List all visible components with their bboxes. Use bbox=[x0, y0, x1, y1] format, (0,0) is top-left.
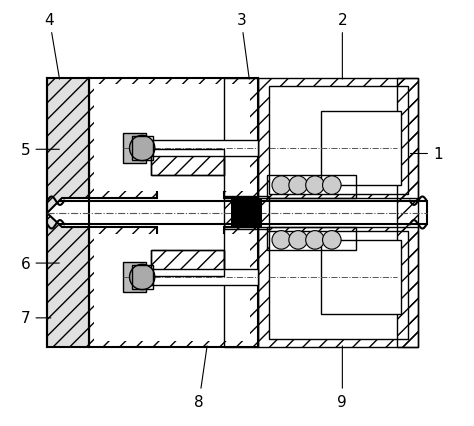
Bar bbox=[258, 228, 418, 348]
Bar bbox=[136, 140, 258, 157]
Bar bbox=[269, 231, 408, 339]
Text: 2: 2 bbox=[337, 13, 347, 80]
Bar bbox=[132, 265, 153, 289]
Bar bbox=[321, 112, 401, 186]
Circle shape bbox=[322, 176, 341, 195]
Circle shape bbox=[289, 231, 307, 250]
Text: 4: 4 bbox=[45, 13, 60, 80]
Bar bbox=[321, 240, 401, 314]
Bar bbox=[269, 87, 408, 194]
Polygon shape bbox=[47, 213, 90, 348]
Bar bbox=[224, 196, 269, 230]
Text: 6: 6 bbox=[21, 256, 59, 271]
Circle shape bbox=[129, 265, 155, 290]
Bar bbox=[269, 87, 408, 194]
Text: 9: 9 bbox=[337, 346, 347, 409]
Bar bbox=[397, 78, 418, 348]
Bar bbox=[94, 234, 250, 341]
Circle shape bbox=[289, 176, 307, 195]
Circle shape bbox=[129, 136, 155, 161]
Bar bbox=[269, 231, 408, 339]
Bar bbox=[258, 78, 418, 198]
Bar bbox=[94, 85, 250, 192]
Bar bbox=[132, 137, 153, 161]
Bar bbox=[151, 150, 224, 175]
Bar bbox=[267, 228, 356, 251]
Text: 8: 8 bbox=[194, 346, 207, 409]
Polygon shape bbox=[47, 78, 90, 213]
Bar bbox=[151, 251, 224, 276]
Bar bbox=[123, 262, 146, 292]
Circle shape bbox=[322, 231, 341, 250]
Bar bbox=[47, 201, 427, 225]
Circle shape bbox=[306, 231, 324, 250]
Text: 3: 3 bbox=[237, 13, 249, 80]
Bar bbox=[123, 134, 146, 164]
Text: 7: 7 bbox=[21, 311, 51, 325]
Bar bbox=[224, 228, 258, 348]
Text: 5: 5 bbox=[21, 142, 59, 158]
Circle shape bbox=[272, 176, 291, 195]
Bar bbox=[151, 150, 224, 175]
Circle shape bbox=[306, 176, 324, 195]
Bar bbox=[136, 269, 258, 286]
Bar bbox=[151, 251, 224, 276]
Bar bbox=[267, 175, 356, 198]
Circle shape bbox=[272, 231, 291, 250]
Bar bbox=[224, 78, 258, 198]
Text: 1: 1 bbox=[410, 147, 443, 161]
Bar bbox=[231, 198, 262, 228]
